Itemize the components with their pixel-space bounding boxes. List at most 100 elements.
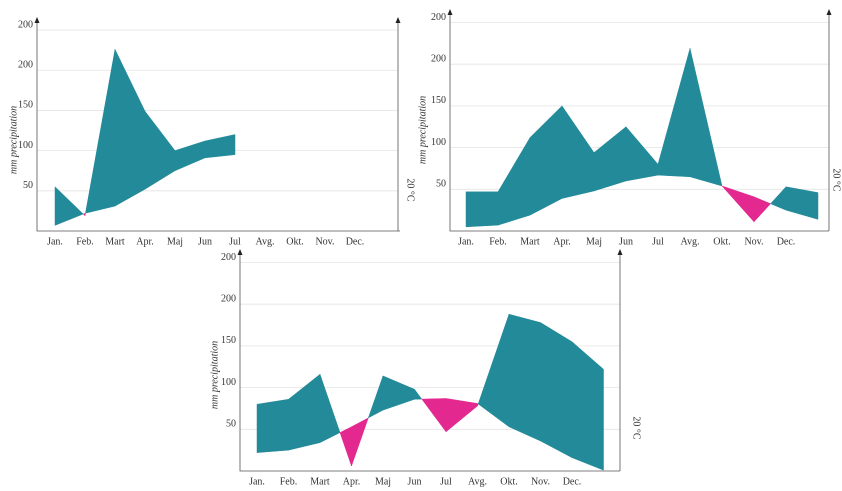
- x-tick-label: Apr.: [553, 236, 571, 247]
- area-segment: [721, 185, 755, 223]
- y-tick-label: 100: [431, 137, 446, 148]
- axis-arrow: [237, 249, 243, 255]
- axes: [36, 18, 400, 232]
- chart: 50 100 150 200 200 mm precipitation 20 °C Jan. F…: [209, 249, 642, 487]
- x-tick-label: Okt.: [286, 236, 304, 247]
- area-segment: [477, 314, 510, 428]
- x-tick-label: Feb.: [76, 236, 94, 247]
- x-tick-label: Maj: [586, 236, 602, 247]
- area-segment: [770, 186, 787, 211]
- area-segment: [593, 126, 627, 192]
- x-tick-label: Dec.: [777, 236, 796, 247]
- x-tick-label: Maj: [167, 236, 183, 247]
- y-tick-label: 100: [221, 377, 236, 388]
- y-tick-label: 150: [18, 100, 33, 111]
- y2-axis-label: 20 °C: [631, 416, 642, 439]
- y-tick-label: 200: [18, 60, 33, 71]
- y-tick-label: 200: [221, 252, 236, 263]
- area-segment: [497, 136, 531, 226]
- x-tick-label: Avg.: [256, 236, 275, 247]
- area-segment: [144, 110, 176, 190]
- area-segment: [445, 398, 478, 433]
- y-tick-label: 100: [18, 140, 33, 151]
- area-segment: [114, 49, 146, 207]
- y-axis-label: mm precipitation: [417, 96, 428, 164]
- x-tick-label: Jan.: [249, 476, 265, 487]
- x-tick-label: Apr.: [136, 236, 154, 247]
- y-tick-label: 150: [431, 95, 446, 106]
- y-tick-label: 50: [226, 419, 236, 430]
- x-tick-label: Maj: [375, 476, 391, 487]
- area-segment: [785, 186, 819, 220]
- x-tick-label: Jun: [198, 236, 212, 247]
- x-tick-label: Jul: [652, 236, 664, 247]
- area-segment: [319, 374, 341, 444]
- y2-axis-label: 20 °C: [405, 178, 416, 201]
- area-segment: [414, 388, 423, 400]
- area-segment: [561, 105, 595, 199]
- area-segment: [465, 191, 499, 228]
- x-tick-label: Apr.: [343, 476, 361, 487]
- area-segment: [753, 196, 771, 223]
- area-segment: [689, 48, 723, 187]
- y-tick-label: 50: [436, 179, 446, 190]
- x-tick-label: Avg.: [681, 236, 700, 247]
- area-segment: [174, 140, 206, 172]
- y-tick-label: 200: [431, 12, 446, 23]
- y-tick-label: 50: [23, 180, 33, 191]
- area-segment: [85, 49, 116, 214]
- y-axis-label: mm precipitation: [209, 341, 220, 409]
- x-tick-label: Okt.: [500, 476, 518, 487]
- x-tick-label: Dec.: [346, 236, 365, 247]
- y-tick-label: 150: [221, 335, 236, 346]
- axis-arrow: [395, 17, 401, 23]
- x-tick-label: Jul: [229, 236, 241, 247]
- y-axis-label: mm precipitation: [8, 106, 19, 174]
- axis-arrow: [617, 249, 623, 255]
- x-tick-label: Jun: [619, 236, 633, 247]
- area-segment: [529, 105, 563, 216]
- y-tick-label: 200: [431, 54, 446, 65]
- area-segment: [256, 398, 289, 453]
- x-tick-label: Nov.: [531, 476, 550, 487]
- area-segment: [367, 375, 384, 419]
- y-tick-label: 200: [221, 294, 236, 305]
- area-segment: [508, 313, 541, 442]
- y2-axis-label: 20 °C: [831, 168, 842, 191]
- axis-arrow: [447, 9, 453, 15]
- axis-arrow: [826, 9, 832, 15]
- x-tick-label: Mart: [105, 236, 125, 247]
- axes: [239, 250, 621, 472]
- x-tick-label: Feb.: [280, 476, 298, 487]
- x-tick-label: Mart: [520, 236, 540, 247]
- x-tick-label: Jul: [440, 476, 452, 487]
- x-tick-label: Feb.: [489, 236, 507, 247]
- x-tick-label: Nov.: [315, 236, 334, 247]
- x-tick-label: Jun: [408, 476, 422, 487]
- x-tick-label: Mart: [310, 476, 330, 487]
- x-tick-label: Okt.: [713, 236, 731, 247]
- area-segment: [657, 48, 691, 178]
- area-segment: [54, 186, 84, 226]
- x-tick-label: Jan.: [47, 236, 63, 247]
- chart: 50 100 150 200 200 mm precipitation 20 °C Jan. F…: [417, 9, 842, 247]
- chart: 50 100 150 200 200 mm precipitation 20 °C Jan. F…: [8, 17, 416, 247]
- area-segment: [204, 134, 236, 159]
- x-tick-label: Nov.: [744, 236, 763, 247]
- y-tick-label: 200: [18, 19, 33, 30]
- area-segment: [382, 375, 415, 411]
- area-segment: [625, 126, 659, 182]
- x-tick-label: Dec.: [563, 476, 582, 487]
- axis-arrow: [34, 17, 40, 23]
- x-tick-label: Avg.: [468, 476, 487, 487]
- area-segment: [571, 341, 604, 471]
- area-segment: [540, 322, 573, 459]
- area-segment: [288, 373, 321, 451]
- area-segment: [421, 398, 447, 433]
- axes: [449, 10, 830, 232]
- area-segment: [339, 426, 352, 467]
- x-tick-label: Jan.: [458, 236, 474, 247]
- area-segment: [82, 212, 86, 217]
- area-segment: [351, 417, 369, 467]
